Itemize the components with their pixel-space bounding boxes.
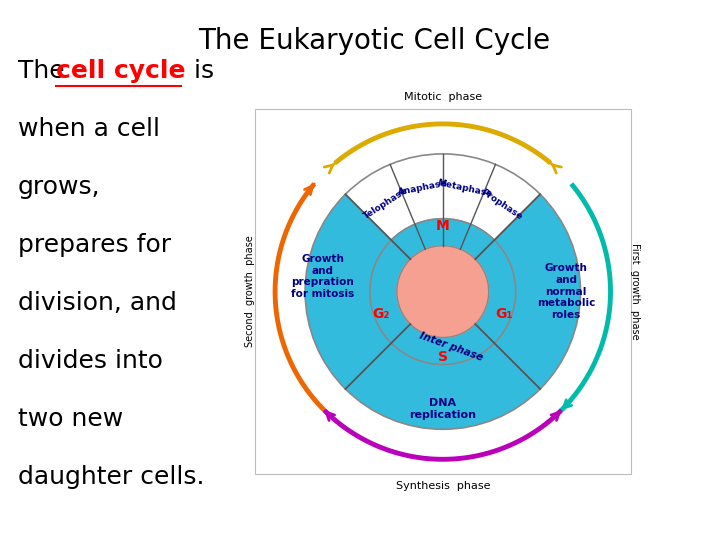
Text: The: The [18,59,73,83]
Text: DNA
replication: DNA replication [409,398,477,420]
Text: Synthesis  phase: Synthesis phase [395,481,490,491]
Text: Mitotic  phase: Mitotic phase [404,92,482,102]
Text: Metaphase: Metaphase [436,178,493,199]
Text: Growth
and
prepration
for mitosis: Growth and prepration for mitosis [291,254,354,299]
Text: cell cycle: cell cycle [56,59,186,83]
Text: S: S [438,350,448,364]
Text: grows,: grows, [18,176,101,199]
Text: divides into: divides into [18,349,163,373]
Text: Anaphase: Anaphase [397,179,448,198]
Text: two new: two new [18,407,123,431]
Text: Prophase: Prophase [480,187,524,221]
Text: when a cell: when a cell [18,117,160,141]
Text: prepares for: prepares for [18,233,171,258]
Text: Second  growth  phase: Second growth phase [245,236,255,347]
Text: Inter phase: Inter phase [418,330,484,363]
Text: Telophase: Telophase [361,186,409,221]
Text: The Eukaryotic Cell Cycle: The Eukaryotic Cell Cycle [198,27,551,55]
Text: Growth
and
normal
metabolic
roles: Growth and normal metabolic roles [537,264,595,320]
Text: G₂: G₂ [373,307,390,321]
Circle shape [397,246,489,338]
Circle shape [370,219,516,364]
Text: is: is [186,59,214,83]
Text: First  growth  phase: First growth phase [631,244,641,340]
Text: daughter cells.: daughter cells. [18,465,204,489]
Wedge shape [305,194,580,429]
Text: G₁: G₁ [495,307,513,321]
Text: M: M [436,219,450,233]
Text: division, and: division, and [18,292,177,315]
